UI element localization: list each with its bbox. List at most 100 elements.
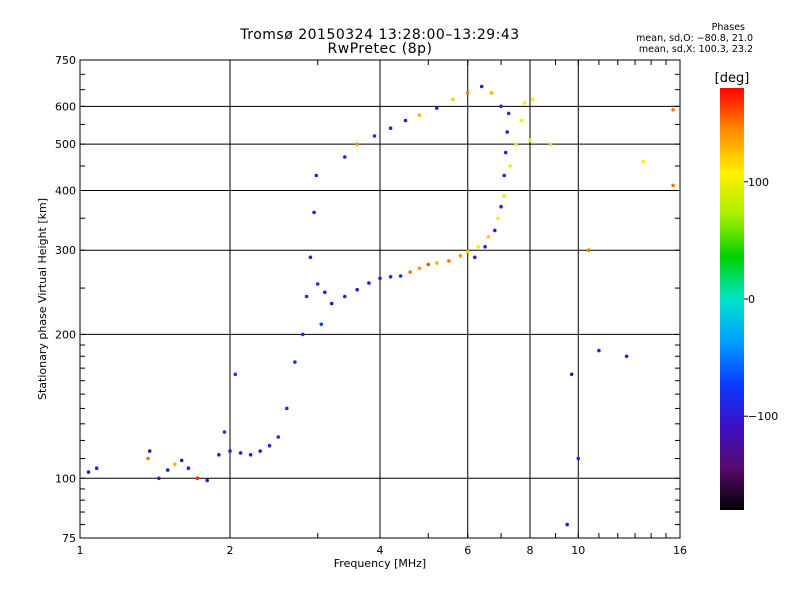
x-axis-label: Frequency [MHz] bbox=[334, 557, 426, 570]
data-point bbox=[548, 142, 553, 146]
x-tick-label: 16 bbox=[673, 544, 687, 557]
x-tick-label: 4 bbox=[377, 544, 384, 557]
data-point bbox=[293, 360, 297, 364]
data-point bbox=[486, 235, 491, 239]
data-point bbox=[489, 91, 494, 95]
y-tick-label: 600 bbox=[55, 100, 76, 113]
data-point bbox=[233, 372, 238, 377]
colorbar-tick-label: 0 bbox=[748, 293, 755, 306]
data-point bbox=[465, 249, 470, 254]
y-tick-label: 400 bbox=[55, 184, 76, 197]
y-axis-label: Stationary phase Virtual Height [km] bbox=[36, 198, 49, 400]
data-point bbox=[565, 522, 569, 527]
x-tick-label: 2 bbox=[227, 544, 234, 557]
data-point bbox=[514, 142, 518, 146]
y-tick-label: 100 bbox=[55, 472, 76, 485]
colorbar-unit: [deg] bbox=[715, 71, 750, 86]
data-point bbox=[503, 150, 508, 155]
data-point bbox=[624, 354, 629, 359]
data-point bbox=[671, 183, 675, 188]
phase-colorbar bbox=[720, 88, 744, 510]
data-point bbox=[508, 164, 512, 168]
y-tick-label: 200 bbox=[55, 328, 76, 341]
data-point bbox=[323, 290, 327, 295]
data-point bbox=[355, 142, 360, 146]
data-point bbox=[205, 478, 209, 483]
axis-ticks: 1 2 4 6 8 10 16 75 100 200 300 400 500 600 750 bbox=[55, 54, 687, 557]
data-point bbox=[569, 372, 574, 377]
data-point bbox=[451, 97, 455, 102]
data-point bbox=[671, 108, 675, 112]
x-tick-label: 8 bbox=[527, 544, 534, 557]
data-point bbox=[522, 101, 527, 105]
data-point bbox=[343, 155, 347, 159]
data-point bbox=[447, 259, 451, 263]
x-tick-label: 6 bbox=[464, 544, 471, 557]
chart-title: Tromsø 20150324 13:28:00–13:29:43 bbox=[240, 27, 520, 43]
data-point bbox=[343, 294, 347, 299]
data-point bbox=[502, 173, 507, 178]
data-point bbox=[426, 262, 431, 267]
phase-heading: Phases bbox=[711, 22, 745, 33]
data-point bbox=[465, 91, 470, 95]
data-point bbox=[502, 194, 507, 198]
chart-subtitle: RwPretec (8p) bbox=[327, 41, 433, 57]
data-point bbox=[435, 106, 439, 110]
data-point bbox=[301, 332, 305, 337]
phase-x-stats: mean, sd,X: 100.3, 23.2 bbox=[638, 44, 753, 55]
data-point bbox=[528, 138, 532, 142]
data-point bbox=[308, 255, 313, 260]
data-point bbox=[530, 97, 535, 102]
data-point bbox=[476, 245, 481, 249]
data-point bbox=[597, 348, 601, 353]
data-point bbox=[417, 266, 422, 271]
data-point bbox=[195, 476, 200, 481]
data-point bbox=[147, 449, 152, 453]
data-point bbox=[367, 281, 371, 285]
data-point bbox=[505, 130, 510, 134]
data-point bbox=[312, 210, 316, 215]
data-point bbox=[86, 470, 91, 474]
data-point bbox=[499, 104, 503, 109]
data-point bbox=[329, 301, 334, 306]
data-point bbox=[496, 216, 500, 220]
data-point bbox=[179, 458, 184, 463]
data-point bbox=[157, 476, 161, 481]
data-point bbox=[388, 126, 393, 130]
data-point bbox=[493, 228, 497, 233]
data-point bbox=[285, 406, 289, 411]
data-points bbox=[86, 84, 675, 527]
data-point bbox=[388, 275, 393, 279]
data-point bbox=[146, 456, 150, 461]
data-point bbox=[267, 443, 272, 448]
data-point bbox=[238, 451, 243, 455]
data-point bbox=[319, 322, 324, 327]
data-point bbox=[435, 261, 439, 265]
data-point bbox=[248, 453, 253, 457]
data-point bbox=[576, 456, 581, 461]
y-tick-label: 500 bbox=[55, 138, 76, 151]
data-point bbox=[355, 287, 360, 292]
x-tick-label: 1 bbox=[77, 544, 84, 557]
data-point bbox=[378, 276, 382, 281]
data-point bbox=[258, 449, 263, 453]
data-point bbox=[276, 435, 281, 439]
data-point bbox=[372, 134, 377, 138]
colorbar-tick-label: −100 bbox=[748, 410, 778, 423]
data-point bbox=[94, 466, 99, 471]
y-tick-label: 300 bbox=[55, 244, 76, 257]
data-point bbox=[483, 245, 487, 249]
x-tick-label: 10 bbox=[571, 544, 585, 557]
data-point bbox=[398, 274, 403, 278]
data-point bbox=[499, 204, 503, 209]
data-point bbox=[173, 462, 177, 467]
data-point bbox=[641, 159, 645, 164]
data-point bbox=[473, 255, 477, 260]
data-point bbox=[186, 466, 191, 471]
data-point bbox=[314, 173, 319, 178]
colorbar-tick-label: 100 bbox=[748, 176, 769, 189]
y-tick-label: 750 bbox=[55, 54, 76, 67]
data-point bbox=[403, 118, 408, 123]
grid-lines bbox=[80, 60, 680, 538]
